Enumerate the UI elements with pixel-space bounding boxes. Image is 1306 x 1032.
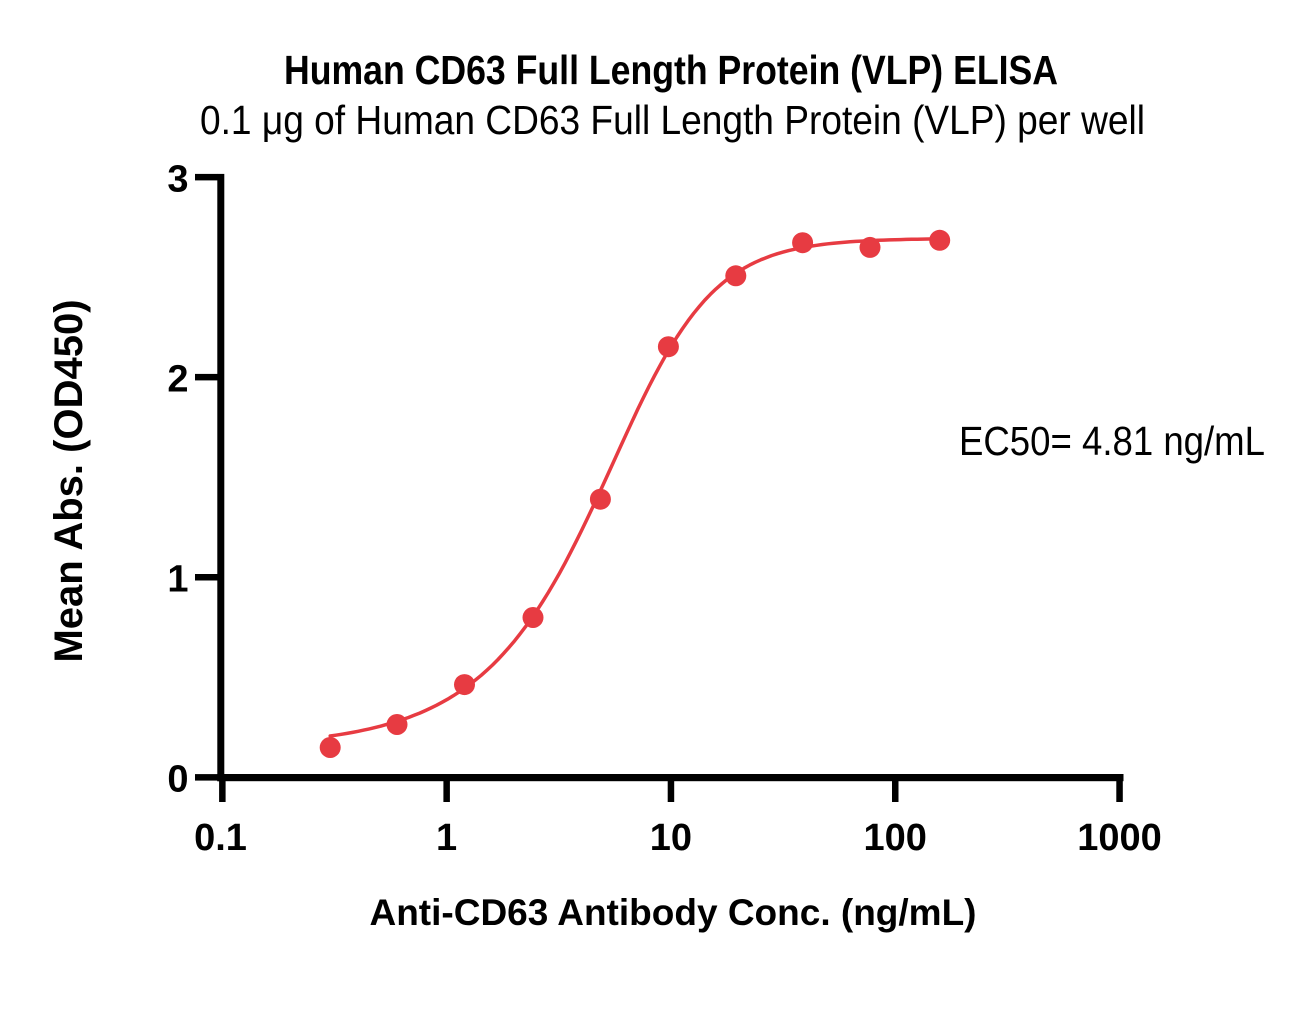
- svg-text:3: 3: [167, 158, 188, 200]
- svg-text:1: 1: [167, 559, 188, 601]
- svg-text:100: 100: [863, 817, 926, 859]
- svg-text:1: 1: [436, 817, 457, 859]
- svg-text:0: 0: [167, 759, 188, 801]
- svg-text:0.1 μg of Human CD63 Full Leng: 0.1 μg of Human CD63 Full Length Protein…: [200, 97, 1145, 143]
- svg-text:10: 10: [650, 817, 692, 859]
- svg-text:0.1: 0.1: [194, 817, 247, 859]
- svg-text:2: 2: [167, 358, 188, 400]
- svg-text:EC50= 4.81 ng/mL: EC50= 4.81 ng/mL: [959, 418, 1265, 464]
- svg-text:Human CD63 Full Length Protein: Human CD63 Full Length Protein (VLP) ELI…: [284, 47, 1058, 93]
- svg-text:Anti-CD63 Antibody Conc. (ng/m: Anti-CD63 Antibody Conc. (ng/mL): [369, 892, 976, 933]
- svg-text:1000: 1000: [1077, 817, 1162, 859]
- svg-text:Mean Abs. (OD450): Mean Abs. (OD450): [47, 299, 91, 662]
